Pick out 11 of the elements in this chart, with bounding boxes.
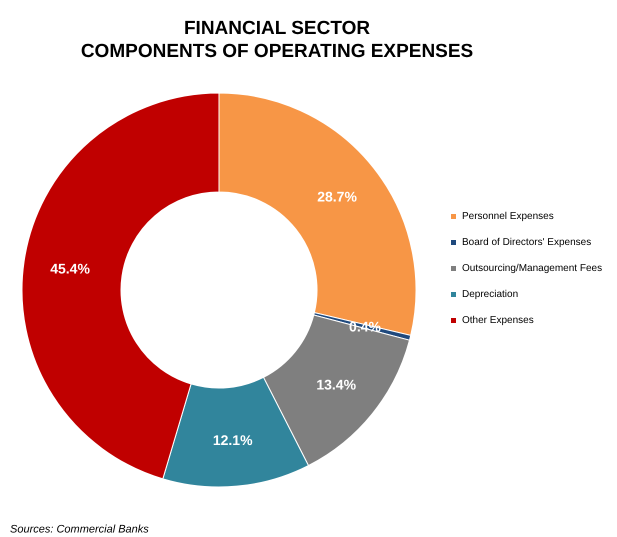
legend-label: Outsourcing/Management Fees <box>462 263 602 274</box>
chart-title: FINANCIAL SECTOR COMPONENTS OF OPERATING EXPENSES <box>80 18 474 62</box>
data-label: 12.1% <box>212 432 254 448</box>
source-note: Sources: Commercial Banks <box>10 524 150 536</box>
legend-label: Personnel Expenses <box>462 211 554 222</box>
data-label: 28.7% <box>317 188 358 205</box>
data-label: 45.4% <box>50 260 90 276</box>
data-label: 13.4% <box>316 376 357 392</box>
legend-label: Depreciation <box>462 289 518 300</box>
legend-label: Board of Directors' Expenses <box>462 237 592 248</box>
legend-label: Other Expenses <box>462 315 534 326</box>
